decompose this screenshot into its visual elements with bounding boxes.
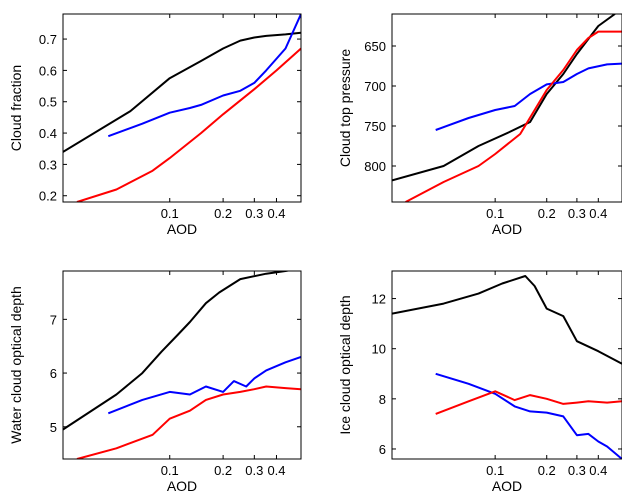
- x-axis-label: AOD: [167, 221, 197, 237]
- y-tick-label: 12: [372, 292, 386, 307]
- series-line-3: [76, 385, 301, 459]
- x-tick-label: 0.2: [538, 463, 556, 478]
- y-axis-label: Cloud fraction: [8, 65, 24, 151]
- series-line-2: [435, 372, 622, 459]
- series-line-3: [76, 47, 301, 202]
- x-tick-label: 0.3: [568, 463, 586, 478]
- chart-panel-3: 0.1 0.2 0.3 0.4 5 6 7 AOD Water cloud optical de…: [8, 270, 302, 494]
- plot-frame: [62, 13, 302, 203]
- x-tick-label: 0.1: [486, 463, 504, 478]
- x-tick-label: 0.1: [486, 206, 504, 221]
- series-line-3: [405, 30, 622, 202]
- x-axis-label: AOD: [167, 478, 197, 494]
- x-tick-label: 0.3: [568, 206, 586, 221]
- y-tick-label: 800: [364, 159, 386, 174]
- plot-frame: [62, 270, 302, 460]
- y-tick-label: 0.4: [39, 126, 57, 141]
- y-tick-label: 5: [50, 420, 57, 435]
- x-tick-label: 0.3: [245, 463, 263, 478]
- y-tick-label: 750: [364, 119, 386, 134]
- x-tick-label: 0.2: [214, 463, 232, 478]
- series-line-3: [435, 390, 622, 415]
- y-axis-label: Water cloud optical depth: [8, 286, 24, 443]
- y-tick-label: 7: [50, 312, 57, 327]
- y-tick-label: 10: [372, 342, 386, 357]
- series-line-1: [392, 14, 616, 182]
- x-tick-label: 0.1: [161, 463, 179, 478]
- series-line-2: [107, 14, 301, 138]
- x-axis-label: AOD: [492, 221, 522, 237]
- y-tick-label: 0.2: [39, 189, 57, 204]
- x-axis-label: AOD: [492, 478, 522, 494]
- y-axis-label: Cloud top pressure: [337, 49, 353, 168]
- x-tick-label: 0.3: [245, 206, 263, 221]
- x-tick-label: 0.1: [161, 206, 179, 221]
- x-tick-label: 0.2: [538, 206, 556, 221]
- y-tick-label: 6: [379, 442, 386, 457]
- plot-frame: [391, 13, 622, 203]
- y-tick-label: 700: [364, 79, 386, 94]
- series-line-1: [392, 275, 622, 365]
- chart-panel-1: 0.1 0.2 0.3 0.4 0.2 0.3 0.4 0.5 0.6 0.7 AOD Cloud f…: [8, 13, 302, 237]
- series-line-2: [107, 355, 301, 415]
- x-tick-label: 0.2: [214, 206, 232, 221]
- y-tick-label: 6: [50, 366, 57, 381]
- plot-frame: [391, 270, 622, 460]
- y-tick-label: 0.3: [39, 157, 57, 172]
- y-axis-label: Ice cloud optical depth: [337, 295, 353, 434]
- chart-panel-2: 0.1 0.2 0.3 0.4 650 700 750 800 AOD Cloud top pre…: [337, 13, 622, 237]
- y-tick-label: 0.7: [39, 32, 57, 47]
- y-tick-label: 8: [379, 392, 386, 407]
- y-tick-label: 650: [364, 39, 386, 54]
- chart-panel-4: 0.1 0.2 0.3 0.4 6 8 10 12 AOD Ice cloud optical d…: [337, 270, 622, 494]
- x-tick-label: 0.4: [589, 463, 607, 478]
- series-line-1: [63, 271, 292, 431]
- x-tick-label: 0.4: [589, 206, 607, 221]
- y-tick-label: 0.6: [39, 63, 57, 78]
- x-tick-label: 0.4: [267, 463, 285, 478]
- x-tick-label: 0.4: [267, 206, 285, 221]
- y-tick-label: 0.5: [39, 95, 57, 110]
- series-line-1: [63, 31, 301, 153]
- series-line-2: [435, 62, 622, 131]
